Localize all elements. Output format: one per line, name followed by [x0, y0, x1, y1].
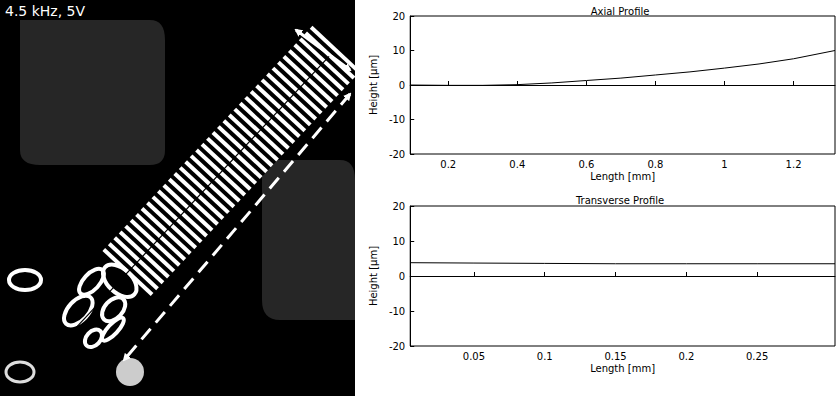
svg-text:0.6: 0.6 [578, 159, 594, 170]
svg-text:Length [mm]: Length [mm] [590, 363, 655, 374]
svg-text:Height [µm]: Height [µm] [368, 246, 379, 306]
svg-text:-20: -20 [389, 341, 405, 352]
svg-text:20: 20 [392, 11, 405, 22]
svg-text:0.2: 0.2 [678, 351, 694, 362]
svg-text:10: 10 [392, 45, 405, 56]
svg-text:0.05: 0.05 [463, 351, 485, 362]
svg-text:0.1: 0.1 [537, 351, 553, 362]
svg-text:0: 0 [399, 271, 405, 282]
svg-text:20: 20 [392, 201, 405, 212]
svg-text:-10: -10 [389, 114, 405, 125]
svg-text:0.25: 0.25 [746, 351, 768, 362]
svg-text:0.8: 0.8 [647, 159, 663, 170]
svg-text:Length [mm]: Length [mm] [590, 171, 655, 182]
svg-text:-20: -20 [389, 149, 405, 160]
svg-text:1: 1 [721, 159, 727, 170]
svg-text:0.2: 0.2 [440, 159, 456, 170]
svg-text:0: 0 [399, 80, 405, 91]
svg-text:Height [µm]: Height [µm] [368, 55, 379, 115]
svg-text:0.15: 0.15 [604, 351, 626, 362]
svg-text:1.2: 1.2 [786, 159, 802, 170]
svg-text:4.5 kHz, 5V: 4.5 kHz, 5V [5, 3, 86, 19]
svg-text:-10: -10 [389, 306, 405, 317]
svg-text:Transverse Profile: Transverse Profile [575, 195, 664, 206]
svg-text:0.4: 0.4 [509, 159, 525, 170]
svg-text:Axial Profile: Axial Profile [591, 6, 650, 17]
svg-text:10: 10 [392, 236, 405, 247]
